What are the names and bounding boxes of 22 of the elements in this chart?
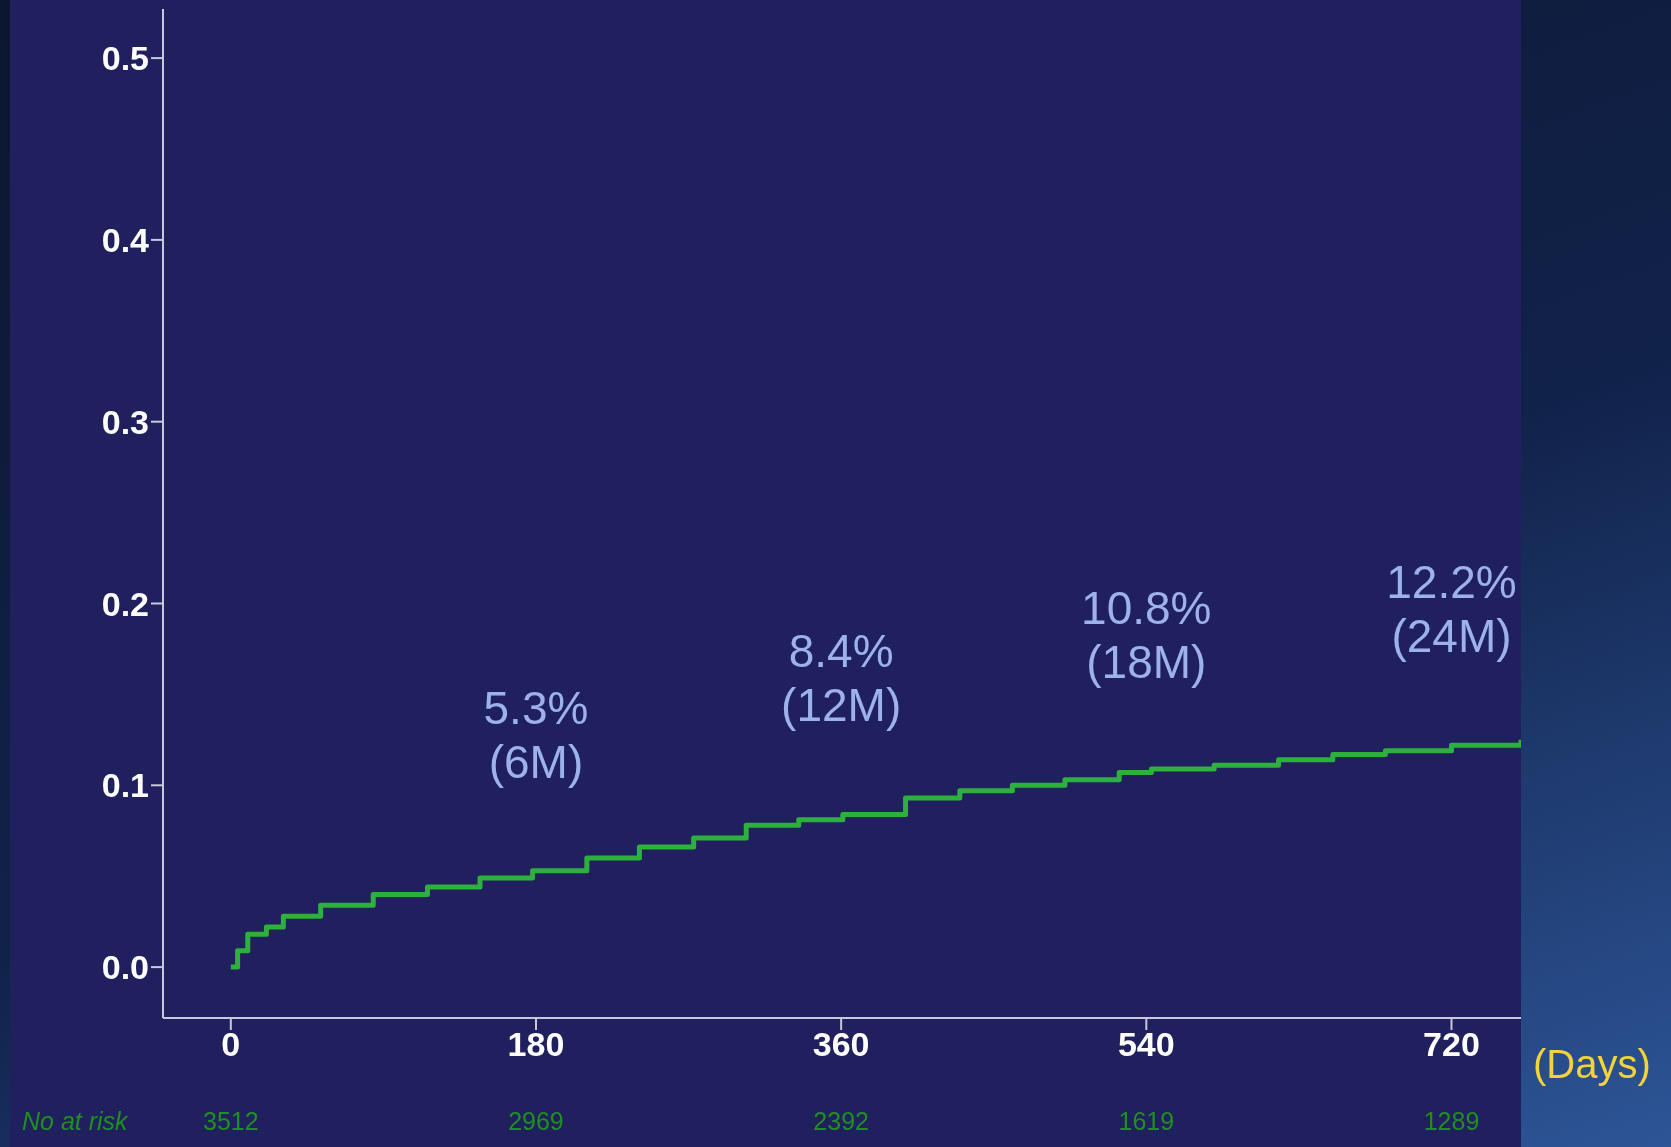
- x-tick-label: 540: [1117, 1025, 1175, 1064]
- text: No at risk: [22, 1107, 128, 1136]
- annotation: 12.2% (24M): [1385, 555, 1518, 664]
- y-tick-label: 0.5: [101, 39, 149, 78]
- y-tick-label: 0.4: [101, 220, 150, 259]
- y-tick-label: 0.2: [101, 584, 149, 623]
- x-axis-title: (Days): [1533, 1042, 1651, 1087]
- y-tick-label: 0.1: [101, 766, 149, 805]
- annotation: 10.8% (18M): [1080, 580, 1213, 689]
- x-tick-label: 720: [1423, 1025, 1480, 1064]
- text: 3512: [202, 1107, 260, 1136]
- text: 1619: [1117, 1107, 1176, 1136]
- annotation: 5.3% (6M): [482, 680, 590, 789]
- y-tick-label: 0.0: [101, 948, 149, 987]
- x-tick-label: 0: [221, 1025, 241, 1064]
- x-tick-label: 360: [812, 1025, 870, 1064]
- x-tick-label: 180: [507, 1025, 565, 1064]
- annotation: 8.4% (12M): [780, 624, 903, 733]
- y-tick-label: 0.3: [101, 402, 149, 441]
- text: 2392: [812, 1107, 870, 1136]
- text: 1289: [1422, 1107, 1481, 1136]
- text: 2969: [507, 1107, 565, 1136]
